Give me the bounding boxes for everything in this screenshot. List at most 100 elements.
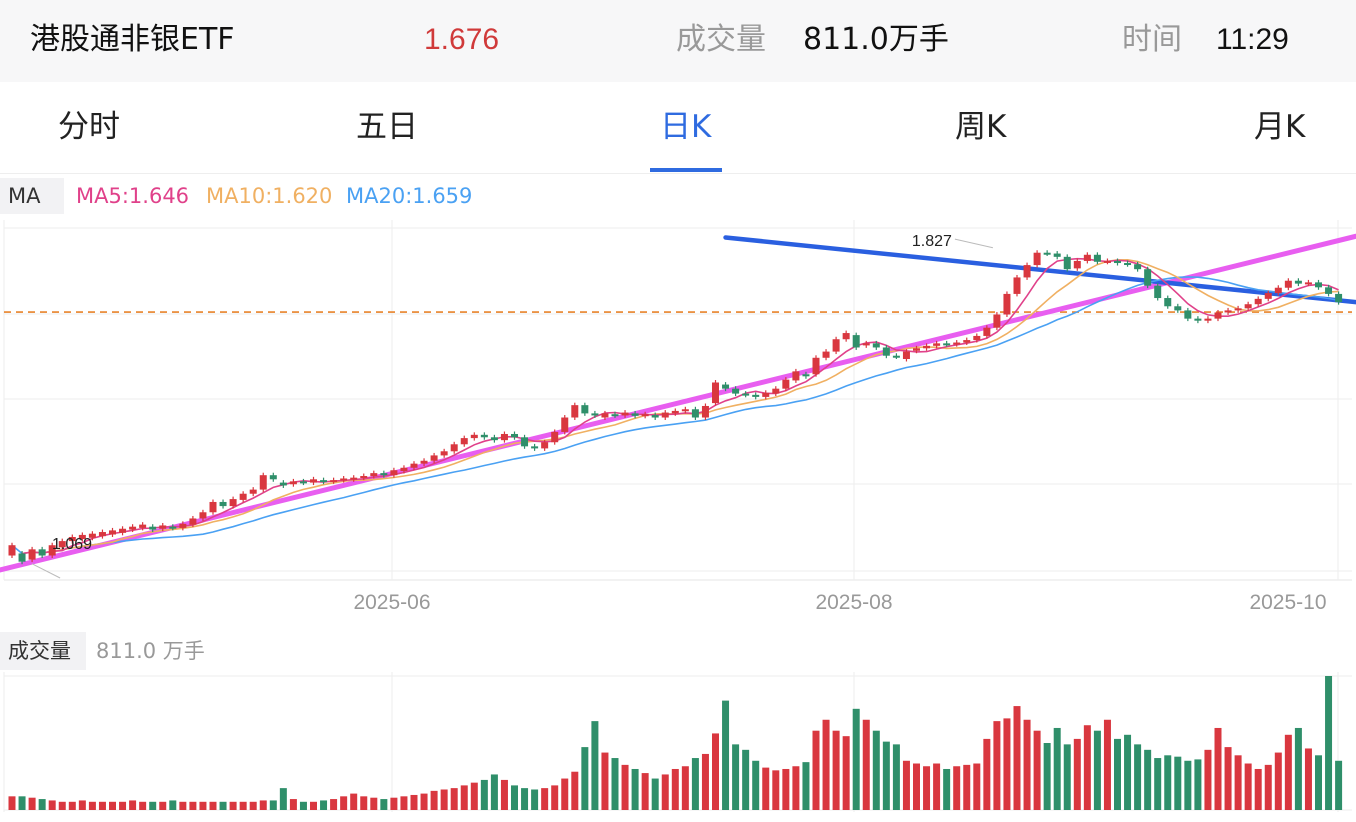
volume-bar [712,733,719,810]
candle-body [812,357,820,375]
volume-bar [129,800,137,810]
volume-bar [390,797,398,810]
volume-bar [470,782,478,810]
volume-bar [1174,756,1182,810]
candle-body [1174,306,1182,311]
volume-bar [320,800,328,810]
candle-body [78,534,86,540]
volume-bar [310,801,317,810]
volume-bar [1194,759,1202,810]
volume-bar [701,753,709,810]
candle-body [1144,269,1152,286]
volume-bar [1214,727,1222,810]
volume-bar [521,788,529,810]
tab-five-day[interactable]: 五日 [356,109,418,145]
low-price-label: 1.069 [52,536,92,553]
volume-bar [299,801,307,810]
ma20-value: MA20:1.659 [346,184,473,208]
volume-indicator-selector[interactable]: 成交量 [0,632,86,670]
quote-header: 港股通非银ETF 1.676 成交量 811.0万手 时间 11:29 [0,0,1356,82]
candle-body [953,342,961,345]
volume-bar [722,700,730,810]
volume-bar [139,801,147,810]
support-trendline [0,233,1356,573]
candle-body [119,528,127,533]
candle-body [892,355,900,358]
volume-bar [370,797,378,810]
volume-bar [581,747,589,810]
volume-bar [1264,764,1272,810]
ma-legend: MA MA5:1.646 MA10:1.620 MA20:1.659 [0,176,1356,216]
chart-grid [3,220,1352,812]
volume-bar [189,801,197,810]
volume-bar [219,801,227,810]
candle-body [1103,260,1111,263]
candle-body [410,463,418,468]
low-leader [31,563,61,579]
candle-body [631,413,639,416]
candle-body [1224,310,1232,313]
volume-bar [259,800,267,810]
candle-body [1003,293,1011,315]
candle-body [802,374,810,377]
volume-bar [993,721,1001,810]
ma5-line [21,257,1339,555]
volume-bar [460,785,468,810]
candle-body [1154,285,1162,299]
volume-bar [1164,755,1172,810]
ma10-line [21,258,1339,555]
candle-body [1063,256,1071,270]
candle-body [722,384,730,389]
volume-bar [1093,730,1101,810]
volume-bar [651,778,659,810]
indicator-selector[interactable]: MA [0,178,64,214]
x-tick-label: 2025-08 [815,591,892,614]
volume-bar [511,785,518,810]
candle-body [983,327,991,336]
volume-bar [450,788,458,810]
volume-bar [340,796,348,810]
tab-daily-k[interactable]: 日K [660,109,712,145]
price-annotations: 1.827 1.069 [31,233,994,579]
candle-body [1304,282,1312,285]
ma10-value: MA10:1.620 [206,184,333,208]
volume-bar [983,738,991,810]
volume-bar [661,774,669,810]
volume-bar [1315,755,1322,810]
volume-bar [209,801,217,810]
volume-bar [802,762,810,810]
candle-body [1335,293,1343,303]
volume-bar [1083,725,1091,810]
volume-bar [1244,763,1252,810]
candle-body [1274,287,1282,294]
candle-body [1244,304,1252,309]
volume-bar [591,721,599,810]
volume-bar [410,794,418,810]
candle-body [1083,254,1091,261]
volume-bar [792,766,800,810]
volume-bar [973,763,981,810]
candle-body [480,434,488,438]
volume-bar [179,801,187,810]
candle-body [661,412,669,418]
candle-body [541,442,549,449]
candle-body [269,475,277,480]
candle-body [701,405,709,418]
candle-body [360,476,368,479]
candle-body [179,523,187,528]
volume-bar [732,744,740,810]
candle-body [320,480,328,483]
tab-intraday[interactable]: 分时 [58,109,120,145]
candle-body [370,473,378,477]
candle-body [862,343,870,346]
tab-weekly-k[interactable]: 周K [955,109,1007,145]
candle-body [1315,282,1322,288]
volume-bar [872,730,880,810]
tab-monthly-k[interactable]: 月K [1254,109,1306,145]
volume-bar [862,719,870,810]
volume-bar [571,771,579,810]
candle-body [571,405,579,418]
volume-bar [1154,758,1162,810]
candle-body [380,473,388,476]
